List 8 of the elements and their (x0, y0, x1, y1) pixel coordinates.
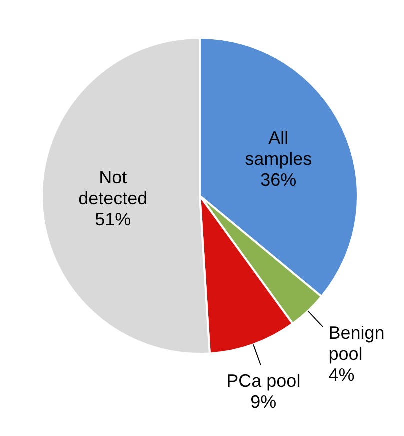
slice-label: All samples (245, 128, 312, 169)
data-label: 4% (328, 365, 355, 386)
slice-label: Benign pool (328, 323, 385, 364)
slice-label: PCa pool (226, 370, 301, 391)
data-label: 51% (95, 210, 132, 230)
data-label: 9% (250, 392, 277, 412)
slice-label: Not detected (78, 168, 148, 209)
data-label: 36% (260, 170, 297, 190)
